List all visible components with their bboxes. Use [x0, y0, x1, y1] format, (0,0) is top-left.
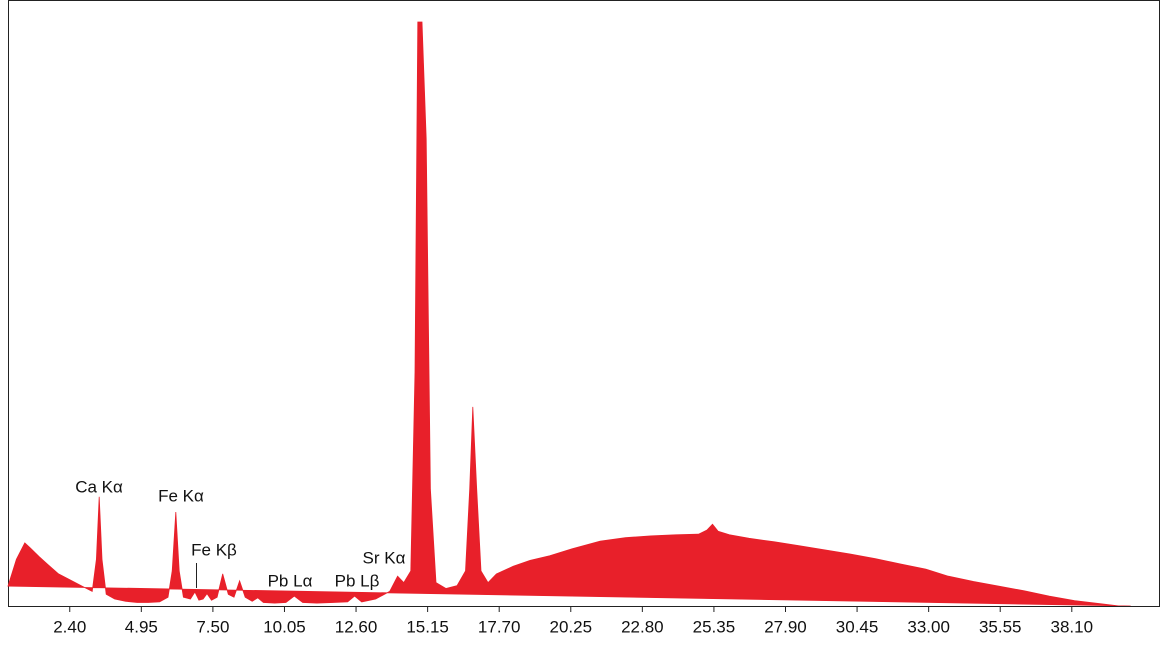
- peak-label: Ca Kα: [75, 477, 123, 496]
- peak-label: Sr Kα: [363, 548, 406, 567]
- peak-label: Fe Kβ: [191, 540, 237, 559]
- x-tick-label: 12.60: [335, 617, 378, 636]
- x-tick-label: 38.10: [1051, 617, 1094, 636]
- x-tick-label: 27.90: [764, 617, 807, 636]
- x-tick-label: 22.80: [621, 617, 664, 636]
- peak-label: Fe Kα: [158, 486, 204, 505]
- x-tick-label: 15.15: [406, 617, 449, 636]
- peak-label: Pb Lβ: [335, 571, 380, 590]
- x-tick-label: 7.50: [196, 617, 229, 636]
- x-tick-label: 10.05: [263, 617, 306, 636]
- x-tick-label: 2.40: [53, 617, 86, 636]
- spectrum-area: [7, 21, 1131, 607]
- x-tick-label: 25.35: [693, 617, 736, 636]
- x-tick-label: 30.45: [836, 617, 879, 636]
- x-tick-label: 35.55: [979, 617, 1022, 636]
- x-tick-label: 33.00: [907, 617, 950, 636]
- peak-label: Pb Lα: [268, 571, 313, 590]
- x-tick-label: 4.95: [125, 617, 158, 636]
- x-tick-label: 20.25: [549, 617, 592, 636]
- x-tick-label: 17.70: [478, 617, 521, 636]
